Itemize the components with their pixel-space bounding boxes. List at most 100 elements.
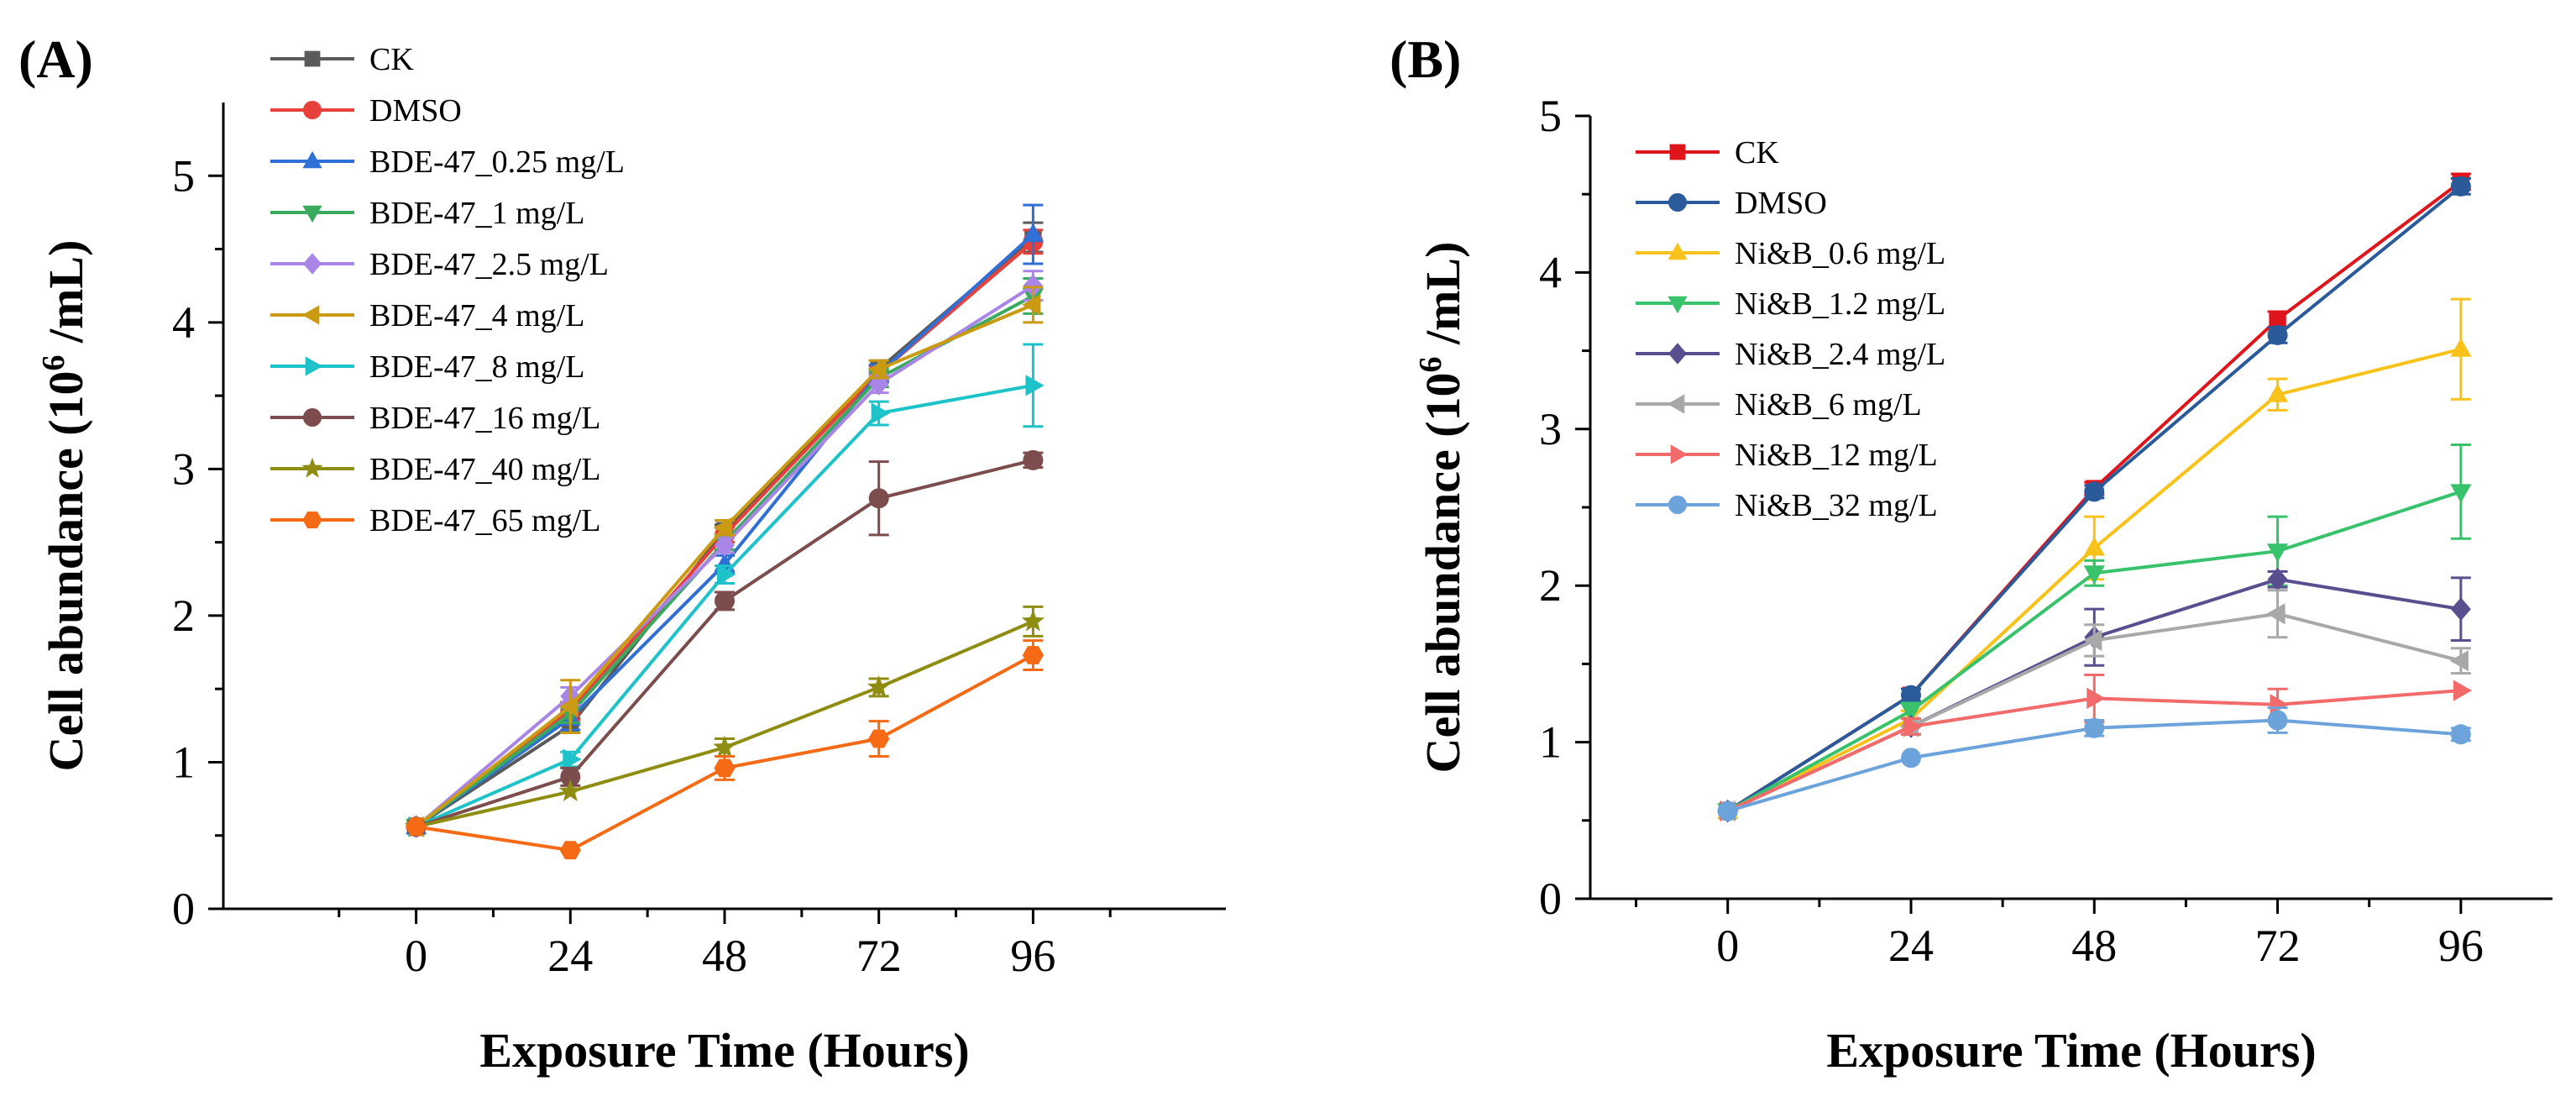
data-point xyxy=(713,517,732,538)
legend-item: BDE-47_1 mg/L xyxy=(270,196,584,231)
data-point xyxy=(2450,597,2471,621)
legend-marker xyxy=(1668,343,1687,365)
data-point xyxy=(2270,694,2289,716)
data-point xyxy=(2086,687,2106,709)
data-point xyxy=(1022,294,1041,316)
legend-marker xyxy=(302,150,322,169)
legend-marker xyxy=(303,253,322,275)
legend-item: Ni&B_1.2 mg/L xyxy=(1636,286,1945,322)
series-7 xyxy=(1717,706,2471,821)
legend-marker xyxy=(305,356,323,376)
legend-label: Ni&B_12 mg/L xyxy=(1735,438,1938,473)
series-7 xyxy=(406,449,1044,837)
y-tick-label: 1 xyxy=(172,737,195,787)
data-point xyxy=(406,817,427,837)
data-point xyxy=(2267,567,2288,591)
x-tick-label: 96 xyxy=(2438,921,2484,971)
data-point xyxy=(2084,717,2105,738)
legend-item: BDE-47_4 mg/L xyxy=(270,298,584,333)
y-tick-label: 4 xyxy=(1539,247,1562,297)
data-point xyxy=(2267,324,2288,345)
y-tick-label: 5 xyxy=(1539,91,1562,141)
legend-marker xyxy=(302,512,322,528)
x-tick-label: 0 xyxy=(1716,921,1739,971)
legend-marker xyxy=(301,457,323,478)
data-point xyxy=(1901,685,1921,706)
data-point xyxy=(2267,383,2289,402)
legend-marker xyxy=(1667,394,1685,414)
legend-label: Ni&B_2.4 mg/L xyxy=(1735,337,1945,372)
data-point xyxy=(715,533,735,557)
legend-label: BDE-47_4 mg/L xyxy=(369,298,584,333)
legend-label: Ni&B_32 mg/L xyxy=(1735,488,1938,523)
series-5 xyxy=(405,286,1044,837)
data-point xyxy=(868,729,890,748)
data-point xyxy=(1903,716,1923,737)
panel-a: (A) 0 24 48 72 96 0 1 2 3 4 5 Exposure Time (Hours) C… xyxy=(18,29,1226,1078)
legend-item: BDE-47_2.5 mg/L xyxy=(270,247,609,282)
legend: CK DMSO BDE-47_0.25 mg/L BDE-47_1 mg/L BDE-4… xyxy=(270,42,625,538)
legend-marker xyxy=(302,100,322,120)
series-6 xyxy=(1720,673,2473,822)
data-point xyxy=(713,735,736,758)
data-point xyxy=(1901,748,1921,769)
legend-item: DMSO xyxy=(270,93,462,129)
legend-marker xyxy=(1668,296,1688,314)
legend-item: CK xyxy=(270,42,414,77)
y-axis-title-unit: /mL) xyxy=(39,240,93,355)
legend-label: Ni&B_6 mg/L xyxy=(1735,387,1922,422)
legend-marker xyxy=(304,50,321,67)
legend-label: Ni&B_0.6 mg/L xyxy=(1735,236,1945,271)
data-point xyxy=(2450,338,2472,357)
legend: CK DMSO Ni&B_0.6 mg/L Ni&B_1.2 mg/L Ni&B_2.4… xyxy=(1636,135,1945,523)
x-tick-label: 24 xyxy=(1888,921,1934,971)
legend-marker xyxy=(301,305,320,325)
data-point xyxy=(1025,375,1045,396)
legend-item: BDE-47_0.25 mg/L xyxy=(270,144,625,180)
y-axis-title-main: Cell abundance (10 xyxy=(1416,372,1470,773)
y-tick-label: 0 xyxy=(172,884,195,934)
y-tick-label: 0 xyxy=(1539,874,1562,924)
x-tick-label: 24 xyxy=(547,931,593,981)
data-point xyxy=(2449,650,2469,672)
y-axis-title-superscript: 6 xyxy=(36,354,71,370)
y-axis-title-main: Cell abundance (10 xyxy=(39,370,93,771)
data-point xyxy=(2450,724,2471,745)
legend-label: DMSO xyxy=(369,93,462,129)
data-point xyxy=(717,564,736,585)
legend-marker xyxy=(1668,192,1688,213)
x-tick-label: 0 xyxy=(405,931,427,981)
legend-marker xyxy=(302,407,322,428)
x-tick-label: 72 xyxy=(856,931,902,981)
legend-label: CK xyxy=(1735,135,1779,171)
panel-b: (B) 0 24 48 72 96 0 1 2 3 4 5 Exposure Time (Hours) C… xyxy=(1390,29,2552,1078)
data-point xyxy=(715,590,735,611)
data-point xyxy=(2453,680,2473,701)
legend-label: BDE-47_2.5 mg/L xyxy=(369,247,609,282)
data-point xyxy=(560,766,581,787)
data-point xyxy=(2266,603,2285,625)
legend-marker xyxy=(1668,495,1688,515)
legend-marker xyxy=(1670,444,1689,464)
data-point xyxy=(559,695,579,717)
legend-item: BDE-47_8 mg/L xyxy=(270,349,584,385)
legend-label: CK xyxy=(369,42,414,77)
data-point xyxy=(1900,703,1922,722)
data-point xyxy=(868,372,889,396)
data-point xyxy=(867,675,891,698)
data-point xyxy=(1022,646,1044,664)
panel-label: (A) xyxy=(18,29,93,89)
data-point xyxy=(559,841,581,860)
data-point xyxy=(2083,565,2105,585)
y-tick-label: 2 xyxy=(172,590,195,641)
data-point xyxy=(2267,710,2288,731)
legend-item: Ni&B_32 mg/L xyxy=(1636,488,1938,523)
legend-label: DMSO xyxy=(1735,186,1827,221)
y-tick-label: 2 xyxy=(1539,560,1562,611)
y-tick-label: 3 xyxy=(172,443,195,494)
x-tick-label: 96 xyxy=(1010,931,1055,981)
x-axis-title: Exposure Time (Hours) xyxy=(479,1023,969,1078)
legend-label: BDE-47_8 mg/L xyxy=(369,349,584,385)
legend-label: BDE-47_65 mg/L xyxy=(369,503,600,538)
y-axis-title-superscript: 6 xyxy=(1413,356,1448,372)
